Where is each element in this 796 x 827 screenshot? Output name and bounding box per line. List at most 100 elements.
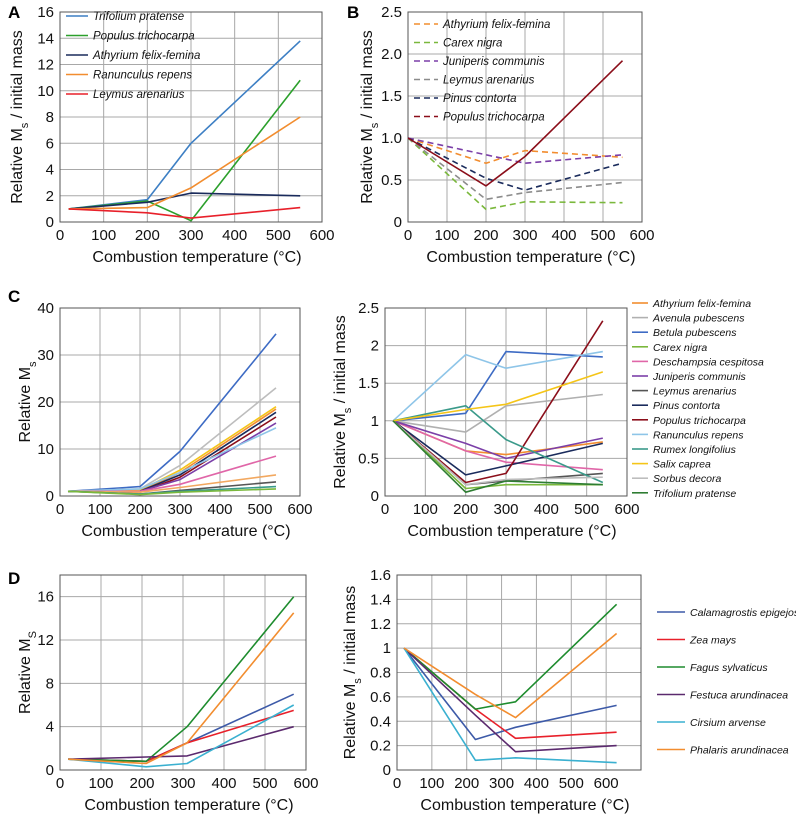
chart-b-legend-label-1: Carex nigra <box>443 38 502 50</box>
chart-b-xtick-label-3: 300 <box>512 227 537 244</box>
chart-c1: C 0 100 200 300 400 500 600 0 10 20 30 40 Combustion … <box>8 287 313 540</box>
chart-c2-ytick-label-5: 2.5 <box>358 300 379 317</box>
chart-c2-xtick-label-1: 100 <box>413 501 438 518</box>
chart-d1-ytick-label-0: 0 <box>46 762 54 779</box>
chart-d1-ytick-label-2: 8 <box>46 675 54 692</box>
chart-c2-xtick-label-0: 0 <box>381 501 389 518</box>
chart-b-panel-letter: B <box>347 3 359 22</box>
chart-d1-y-axis-title: Relative MS <box>17 631 39 714</box>
chart-b-series-2 <box>407 137 623 164</box>
chart-c2-xtick-label-6: 600 <box>614 501 639 518</box>
chart-a-ytick-label-0: 0 <box>46 214 54 231</box>
chart-b-ytick-label-1: 0.5 <box>381 172 402 189</box>
chart-b-ytick-label-4: 2.0 <box>381 46 402 63</box>
chart-c2-series-10 <box>392 404 604 484</box>
chart-c1-xtick-label-1: 100 <box>87 501 112 518</box>
chart-c1-xtick-label-3: 300 <box>167 501 192 518</box>
chart-d2-series-0 <box>403 647 617 741</box>
chart-c1-series-0 <box>67 333 277 493</box>
chart-c1-xtick-label-0: 0 <box>56 501 64 518</box>
chart-c1-ytick-label-4: 40 <box>37 300 54 317</box>
chart-d1-xtick-label-0: 0 <box>56 775 64 792</box>
chart-a-x-axis-title: Combustion temperature (°C) <box>92 249 301 266</box>
chart-d2-xtick-label-4: 400 <box>524 775 549 792</box>
chart-b-legend-label-2: Juniperis communis <box>442 56 545 68</box>
chart-c2-series-4 <box>392 420 603 471</box>
chart-d2-y-axis-title: Relative Ms / initial mass <box>342 586 364 760</box>
chart-c2-series-12 <box>392 420 603 486</box>
chart-a-ytick-label-6: 12 <box>37 57 54 74</box>
chart-d2: 0 100 200 300 400 500 600 0 0.2 0.4 0.6 0.8 1 1.2 1.4 1… <box>342 567 796 814</box>
chart-a-legend-label-4: Leymus arenarius <box>93 89 185 101</box>
chart-d1-series-2 <box>68 596 295 763</box>
chart-c2-series-11 <box>392 371 604 422</box>
chart-b-series-1 <box>407 137 623 211</box>
chart-d2-ytick-label-1: 0.2 <box>370 738 391 755</box>
chart-c2-legend-label-3: Carex nigra <box>653 342 707 354</box>
chart-b: B 0 100 200 300 400 500 600 0 0.5 1.0 1.5 2.0 2.5 Comb… <box>347 3 655 266</box>
chart-d2-xtick-label-3: 300 <box>489 775 514 792</box>
chart-d2-ytick-label-6: 1.2 <box>370 616 391 633</box>
chart-c1-xtick-label-5: 500 <box>247 501 272 518</box>
chart-d2-series-1 <box>403 647 617 740</box>
chart-d2-ytick-label-7: 1.4 <box>370 591 391 608</box>
chart-b-ytick-label-2: 1.0 <box>381 130 402 147</box>
chart-d1-series-4 <box>68 704 295 768</box>
chart-d2-ytick-label-5: 1 <box>383 640 391 657</box>
chart-d2-legend-label-3: Festuca arundinacea <box>690 690 788 702</box>
chart-c1-xtick-label-6: 600 <box>287 501 312 518</box>
chart-b-xtick-label-6: 600 <box>629 227 654 244</box>
chart-c2-xtick-label-3: 300 <box>493 501 518 518</box>
chart-c2-series-8 <box>392 320 604 484</box>
chart-a-legend-label-2: Athyrium felix-femina <box>92 50 200 62</box>
chart-b-legend-label-4: Pinus contorta <box>443 93 517 105</box>
chart-c1-frame <box>59 307 301 497</box>
chart-c1-series-7 <box>67 427 277 493</box>
chart-d2-series-3 <box>403 647 617 753</box>
chart-c1-y-axis-title: Relative Ms <box>17 361 39 443</box>
chart-a-legend-label-3: Ranunculus repens <box>93 70 192 82</box>
chart-c2-legend-label-7: Pinus contorta <box>653 400 720 412</box>
chart-c2-xtick-label-2: 200 <box>453 501 478 518</box>
chart-c1-ytick-label-3: 30 <box>37 347 54 364</box>
chart-b-ytick-label-0: 0 <box>394 214 402 231</box>
chart-c2-legend-label-10: Rumex longifolius <box>653 444 737 456</box>
chart-a-legend-label-0: Trifolium pratense <box>93 11 184 23</box>
chart-a-frame <box>59 11 323 223</box>
chart-c2-series-1 <box>392 393 603 433</box>
chart-a-ytick-label-5: 10 <box>37 83 54 100</box>
chart-a-xtick-label-2: 200 <box>135 227 160 244</box>
chart-d1-series-3 <box>68 725 294 760</box>
chart-a-y-axis-title: Relative Ms / initial mass <box>9 30 31 204</box>
chart-b-series-0 <box>407 137 623 164</box>
chart-d1-ytick-label-3: 12 <box>37 632 54 649</box>
chart-b-ytick-label-3: 1.5 <box>381 88 402 105</box>
chart-d1-xtick-label-1: 100 <box>88 775 113 792</box>
chart-b-legend-label-3: Leymus arenarius <box>443 75 535 87</box>
chart-a-xtick-label-6: 600 <box>309 227 334 244</box>
chart-c2-legend-label-2: Betula pubescens <box>653 327 737 339</box>
chart-c2-y-axis-title: Relative Ms / initial mass <box>332 315 354 489</box>
chart-d1-frame <box>59 574 307 771</box>
chart-b-xtick-label-0: 0 <box>404 227 412 244</box>
chart-c1-x-axis-title: Combustion temperature (°C) <box>81 523 290 540</box>
chart-b-xtick-label-2: 200 <box>473 227 498 244</box>
chart-d1-series-5 <box>68 612 295 765</box>
chart-d2-legend-label-0: Calamagrostis epigejos <box>690 607 796 619</box>
chart-d2-x-axis-title: Combustion temperature (°C) <box>420 797 629 814</box>
chart-a-xtick-label-1: 100 <box>91 227 116 244</box>
chart-d1-xtick-label-4: 400 <box>211 775 236 792</box>
chart-d2-ytick-label-4: 0.8 <box>370 665 391 682</box>
chart-b-x-axis-title: Combustion temperature (°C) <box>426 249 635 266</box>
chart-a-ytick-label-8: 16 <box>37 4 54 21</box>
chart-c1-series-9 <box>67 474 277 494</box>
chart-c2-series-5 <box>392 420 603 460</box>
chart-d2-ytick-label-8: 1.6 <box>370 567 391 584</box>
chart-c1-ytick-label-2: 20 <box>37 394 54 411</box>
chart-b-series-3 <box>407 137 623 201</box>
chart-a-series-3 <box>68 116 301 210</box>
chart-d1-x-axis-title: Combustion temperature (°C) <box>84 797 293 814</box>
chart-c2-legend-label-11: Salix caprea <box>653 459 711 471</box>
chart-a-legend: Trifolium pratense Populus trichocarpa Ath… <box>66 11 200 101</box>
chart-d1-xtick-label-5: 500 <box>252 775 277 792</box>
